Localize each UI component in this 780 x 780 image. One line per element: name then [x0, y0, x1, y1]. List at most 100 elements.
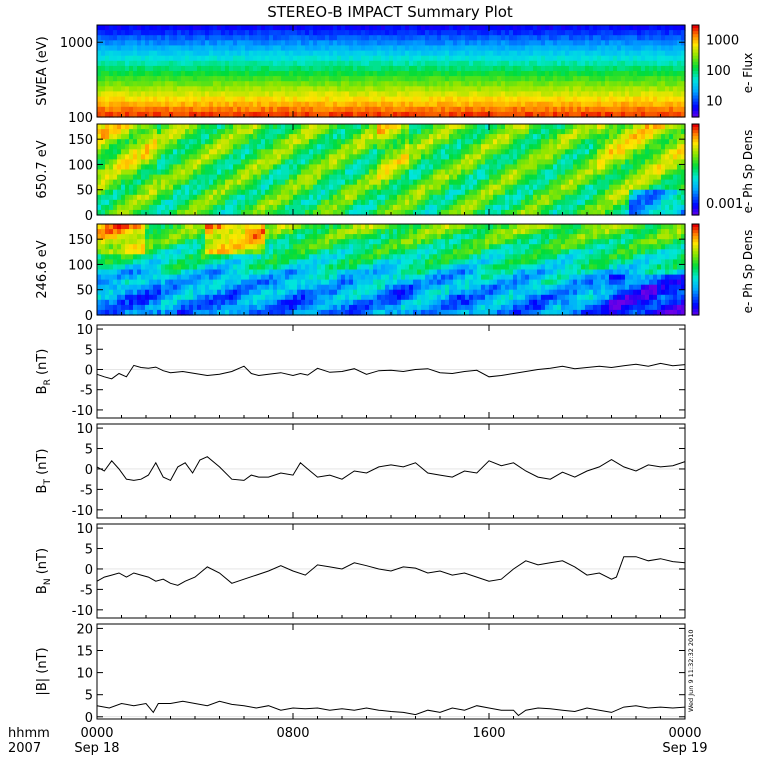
heatmap-cell — [161, 101, 166, 108]
heatmap-cell — [281, 96, 286, 103]
heatmap-cell — [361, 30, 366, 36]
heatmap-cell — [489, 111, 494, 118]
heatmap-cell — [421, 134, 426, 140]
heatmap-cell — [669, 25, 674, 31]
heatmap-cell — [589, 204, 594, 211]
heatmap-cell — [205, 144, 210, 150]
heatmap-cell — [261, 76, 266, 82]
heatmap-cell — [461, 101, 466, 108]
heatmap-cell — [537, 134, 542, 140]
heatmap-cell — [637, 55, 642, 62]
heatmap-cell — [557, 50, 562, 57]
heatmap-cell — [337, 129, 342, 135]
heatmap-cell — [421, 169, 426, 176]
heatmap-cell — [545, 25, 550, 31]
heatmap-cell — [109, 40, 114, 46]
heatmap-cell — [253, 139, 258, 145]
heatmap-cell — [581, 184, 586, 191]
heatmap-cell — [217, 65, 222, 72]
heatmap-cell — [573, 25, 578, 31]
heatmap-cell — [549, 65, 554, 72]
heatmap-cell — [173, 134, 178, 140]
heatmap-cell — [413, 199, 418, 206]
heatmap-cell — [641, 25, 646, 31]
heatmap-cell — [133, 96, 138, 103]
heatmap-cell — [661, 45, 666, 52]
heatmap-cell — [321, 179, 326, 186]
heatmap-cell — [293, 55, 298, 62]
heatmap-cell — [393, 35, 398, 41]
heatmap-cell — [357, 86, 362, 92]
heatmap-cell — [565, 169, 570, 176]
heatmap-cell — [281, 154, 286, 160]
heatmap-cell — [549, 86, 554, 92]
heatmap-cell — [517, 76, 522, 82]
heatmap-cell — [397, 179, 402, 186]
heatmap-cell — [237, 55, 242, 62]
heatmap-cell — [657, 45, 662, 52]
heatmap-cell — [265, 30, 270, 36]
heatmap-cell — [285, 144, 290, 150]
heatmap-cell — [213, 164, 218, 171]
heatmap-cell — [325, 50, 330, 57]
heatmap-cell — [437, 129, 442, 135]
heatmap-cell — [273, 134, 278, 140]
heatmap-cell — [121, 154, 126, 160]
heatmap-cell — [497, 139, 502, 145]
heatmap-cell — [213, 144, 218, 150]
heatmap-cell — [529, 154, 534, 160]
heatmap-cell — [537, 179, 542, 186]
heatmap-cell — [569, 65, 574, 72]
heatmap-cell — [625, 106, 630, 113]
heatmap-cell — [473, 124, 478, 130]
heatmap-cell — [541, 65, 546, 72]
heatmap-cell — [389, 50, 394, 57]
heatmap-cell — [317, 40, 322, 46]
heatmap-cell — [193, 144, 198, 150]
heatmap-cell — [153, 96, 158, 103]
heatmap-cell — [513, 154, 518, 160]
heatmap-cell — [241, 134, 246, 140]
heatmap-cell — [377, 209, 382, 216]
heatmap-cell — [165, 149, 170, 155]
heatmap-cell — [125, 35, 130, 41]
heatmap-cell — [173, 86, 178, 92]
heatmap-cell — [373, 204, 378, 211]
heatmap-cell — [245, 144, 250, 150]
heatmap-cell — [169, 96, 174, 103]
heatmap-cell — [265, 184, 270, 191]
heatmap-cell — [101, 129, 106, 135]
heatmap-cell — [681, 86, 686, 92]
heatmap-cell — [173, 209, 178, 216]
heatmap-cell — [129, 76, 134, 82]
heatmap-cell — [97, 60, 102, 67]
heatmap-cell — [449, 45, 454, 52]
heatmap-cell — [545, 55, 550, 62]
heatmap-cell — [457, 111, 462, 118]
heatmap-cell — [473, 40, 478, 46]
heatmap-cell — [133, 179, 138, 186]
heatmap-cell — [289, 129, 294, 135]
heatmap-cell — [649, 25, 654, 31]
heatmap-cell — [593, 154, 598, 160]
heatmap-cell — [153, 169, 158, 176]
heatmap-cell — [397, 164, 402, 171]
heatmap-cell — [421, 129, 426, 135]
heatmap-cell — [281, 111, 286, 118]
heatmap-cell — [133, 45, 138, 52]
heatmap-cell — [621, 76, 626, 82]
heatmap-cell — [405, 76, 410, 82]
heatmap-cell — [225, 144, 230, 150]
heatmap-cell — [313, 60, 318, 67]
heatmap-cell — [493, 124, 498, 130]
heatmap-cell — [597, 134, 602, 140]
heatmap-cell — [209, 55, 214, 62]
heatmap-cell — [181, 169, 186, 176]
heatmap-cell — [141, 25, 146, 31]
heatmap-cell — [333, 96, 338, 103]
heatmap-cell — [477, 86, 482, 92]
heatmap-cell — [573, 71, 578, 77]
heatmap-cell — [573, 149, 578, 155]
heatmap-cell — [257, 194, 262, 201]
heatmap-cell — [153, 209, 158, 216]
